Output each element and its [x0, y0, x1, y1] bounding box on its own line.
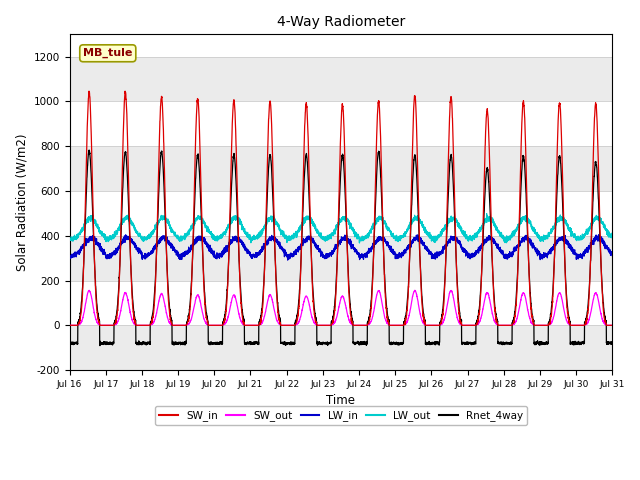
Rnet_4way [163, 269, 171, 275]
SW_in [609, 323, 616, 328]
LW_in [609, 253, 616, 259]
LW_in [66, 254, 74, 260]
Line: SW_in: SW_in [70, 91, 612, 325]
LW_out [163, 219, 171, 225]
Rnet_4way [321, 340, 328, 346]
SW_out [493, 322, 501, 327]
Rnet_4way [433, 340, 440, 346]
LW_out [321, 236, 328, 241]
SW_out [609, 323, 616, 328]
SW_in [433, 323, 440, 328]
Line: Rnet_4way: Rnet_4way [70, 150, 612, 346]
SW_in [608, 323, 616, 328]
LW_out [356, 240, 364, 246]
SW_in [85, 88, 93, 94]
LW_out [493, 228, 501, 234]
SW_in [321, 323, 328, 328]
LW_in [163, 239, 171, 244]
LW_out [608, 233, 616, 239]
Rnet_4way [608, 341, 616, 347]
LW_in [493, 243, 501, 249]
Bar [70, 236, 612, 280]
SW_out [163, 312, 171, 318]
SW_out [321, 323, 328, 328]
SW_in [463, 323, 470, 328]
SW_out [66, 323, 74, 328]
Y-axis label: Solar Radiation (W/m2): Solar Radiation (W/m2) [15, 133, 28, 271]
Rnet_4way [85, 147, 93, 153]
Bar [70, 325, 612, 370]
SW_in [66, 323, 74, 328]
Rnet_4way [66, 340, 74, 346]
Rnet_4way [463, 340, 470, 346]
Bar [70, 146, 612, 191]
LW_in [284, 257, 292, 263]
SW_out [433, 323, 440, 328]
LW_in [608, 252, 616, 258]
LW_out [609, 235, 616, 240]
Title: 4-Way Radiometer: 4-Way Radiometer [276, 15, 405, 29]
LW_in [433, 254, 440, 260]
SW_out [463, 323, 470, 328]
LW_out [483, 211, 490, 216]
Line: LW_in: LW_in [70, 235, 612, 260]
Text: MB_tule: MB_tule [83, 48, 132, 59]
LW_in [463, 249, 470, 255]
LW_out [433, 236, 440, 242]
Legend: SW_in, SW_out, LW_in, LW_out, Rnet_4way: SW_in, SW_out, LW_in, LW_out, Rnet_4way [155, 406, 527, 425]
Rnet_4way [609, 340, 616, 346]
LW_in [595, 232, 602, 238]
Rnet_4way [493, 318, 501, 324]
X-axis label: Time: Time [326, 395, 355, 408]
Bar [70, 57, 612, 101]
Line: LW_out: LW_out [70, 214, 612, 243]
SW_out [411, 288, 419, 293]
SW_in [493, 321, 501, 326]
SW_in [163, 270, 171, 276]
Line: SW_out: SW_out [70, 290, 612, 325]
SW_out [608, 323, 616, 328]
LW_out [66, 237, 74, 242]
LW_in [321, 253, 328, 259]
Rnet_4way [96, 343, 104, 348]
LW_out [463, 233, 470, 239]
